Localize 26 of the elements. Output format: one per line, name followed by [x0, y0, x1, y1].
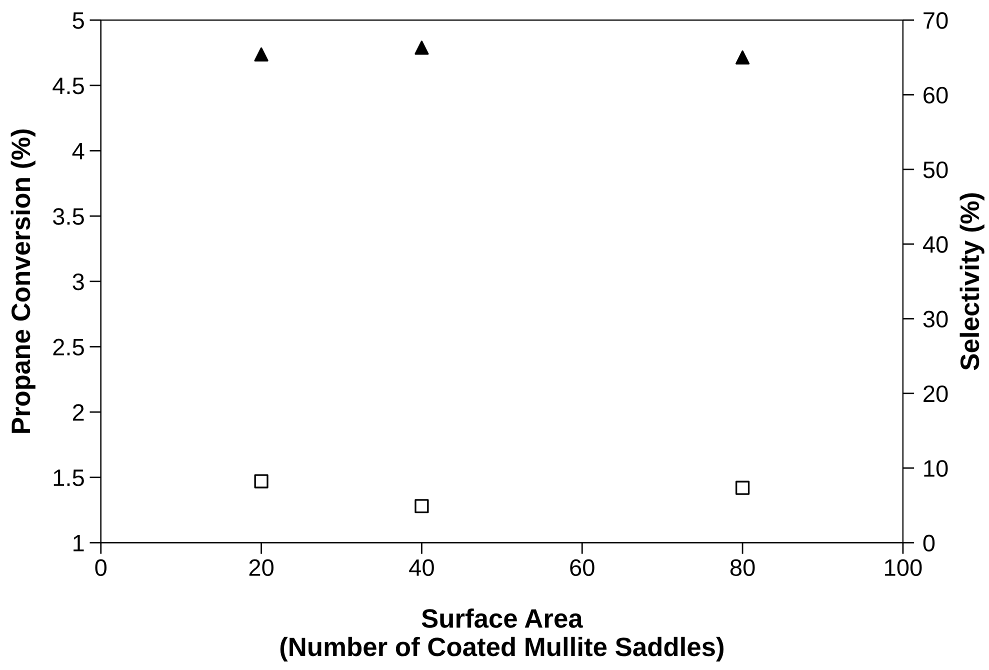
- y2-tick-label: 20: [924, 385, 948, 402]
- y-tick-label: 2.5: [53, 338, 84, 356]
- y-tick-label: 4: [72, 143, 84, 160]
- y2-tick-label: 50: [923, 161, 948, 178]
- y-tick-label: 3.5: [52, 208, 84, 225]
- x-tick-label: 0: [95, 559, 107, 576]
- y-tick-label: 5: [72, 12, 84, 29]
- y-tick-label: 2: [72, 404, 84, 421]
- y2-tick-label: 30: [923, 310, 948, 328]
- y2-tick-label: 0: [923, 534, 935, 552]
- y-tick-label: 4.5: [52, 78, 84, 94]
- y-tick-label: 1.5: [54, 470, 84, 486]
- y2-tick-label: 60: [924, 86, 948, 104]
- y-axis-title: Propane Conversion (%): [10, 129, 36, 433]
- y-tick-label: 3: [72, 273, 84, 290]
- x-tick-label: 100: [885, 559, 922, 576]
- x-axis-title: Surface Area (Number of Coated Mullite Saddles): [280, 608, 724, 662]
- y2-tick-label: 70: [924, 12, 948, 29]
- y2-tick-label: 40: [922, 236, 948, 253]
- x-tick-label: 80: [730, 559, 755, 576]
- x-tick-label: 20: [249, 559, 274, 576]
- y-tick-label: 1: [74, 535, 84, 552]
- x-tick-label: 40: [409, 559, 434, 576]
- y2-tick-label: 10: [924, 460, 948, 477]
- y2-axis-title: Selectivity (%): [960, 193, 984, 370]
- x-tick-label: 60: [570, 559, 594, 576]
